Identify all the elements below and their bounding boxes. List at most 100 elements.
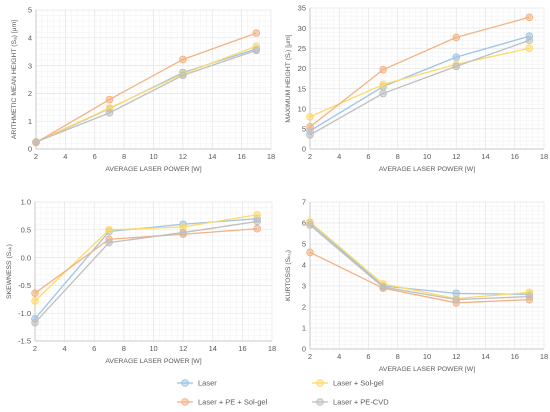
x-tick-label: 18 (267, 152, 275, 161)
y-tick-label: 20 (298, 64, 306, 73)
y-axis-title: SKEWNESS (Sₛₖ) (6, 244, 13, 299)
x-tick-label: 16 (511, 352, 519, 361)
data-point-ring (527, 46, 532, 51)
data-point (452, 62, 461, 71)
legend-label: Laser + PE-CVD (333, 398, 389, 407)
data-point-ring (33, 299, 37, 303)
data-point-ring (107, 240, 111, 245)
data-point-ring (454, 297, 459, 302)
y-tick-label: 5 (302, 240, 306, 249)
data-point-ring (308, 124, 312, 129)
x-tick-label: 14 (208, 152, 216, 161)
series-line (35, 49, 257, 143)
data-point (452, 33, 461, 42)
x-tick-label: 2 (33, 344, 37, 353)
x-tick-label: 2 (308, 352, 312, 361)
legend-label: Laser + PE + Sol-gel (198, 398, 268, 407)
x-tick-label: 10 (149, 344, 157, 353)
data-point-ring (181, 230, 185, 235)
x-tick-label: 14 (481, 152, 489, 161)
data-point (525, 292, 534, 301)
data-point-ring (33, 291, 37, 296)
series-line (309, 35, 530, 132)
y-tick-label: 0 (302, 345, 306, 354)
gridlines (34, 201, 273, 342)
y-tick-label: 0 (28, 145, 32, 154)
series-line (34, 220, 258, 324)
legend-item-laser-pe-cvd: Laser + PE-CVD (312, 398, 389, 407)
data-point-ring (107, 97, 112, 102)
data-point-ring (527, 38, 532, 43)
series-laser-pe-cvd (31, 217, 261, 327)
data-point-ring (381, 91, 385, 96)
legend-item-laser: Laser (177, 379, 217, 388)
series-line (35, 32, 257, 144)
y-tick-label: 35 (298, 4, 306, 13)
y-axis-title: MAXIMUM HEIGHT (Sᵣ) [μm] (285, 34, 292, 122)
data-point-ring (381, 285, 385, 289)
data-point-ring (308, 250, 312, 255)
data-point (253, 224, 261, 233)
x-tick-label: 16 (238, 344, 246, 353)
y-tick-label: 0 (302, 145, 306, 154)
data-point (306, 112, 314, 121)
x-tick-label: 6 (366, 152, 370, 161)
data-point-ring (308, 129, 312, 133)
x-tick-label: 4 (337, 152, 341, 161)
data-point (179, 55, 187, 64)
data-point-ring (34, 140, 38, 144)
series-laser-pe-sol-gel (32, 29, 261, 147)
x-tick-label: 10 (423, 352, 431, 361)
x-tick-label: 12 (452, 352, 460, 361)
data-point (31, 318, 39, 327)
y-tick-label: 1.0 (21, 198, 31, 207)
data-point (105, 95, 114, 104)
y-axis-title: KURTOSIS (Sₖᵤ) (285, 250, 292, 301)
data-point (306, 221, 314, 229)
chart-skewness: 2 4 6 8 10 12 14 16 18 -1.5 -1.0 -0.5 0.0 0.5 1.0 AVERA… (6, 198, 276, 365)
x-tick-label: 18 (268, 344, 276, 353)
data-point (179, 223, 187, 231)
data-point (253, 210, 261, 219)
legend: Laser Laser + Sol-gel Laser + PE + Sol-gel… (177, 379, 389, 407)
data-point (179, 71, 187, 80)
x-tick-label: 8 (396, 352, 400, 361)
x-tick-label: 18 (540, 152, 548, 161)
gridlines (309, 201, 545, 350)
x-tick-label: 6 (366, 352, 370, 361)
x-tick-label: 12 (452, 152, 460, 161)
series-laser-sol-gel (31, 210, 261, 305)
y-tick-label: 4 (302, 261, 306, 270)
y-tick-label: 0.0 (21, 253, 31, 262)
series-line (309, 251, 530, 304)
y-tick-label: -0.5 (18, 281, 31, 290)
y-tick-label: 3 (28, 61, 32, 70)
x-axis-title: AVERAGE LASER POWER [W] (379, 166, 475, 173)
data-point (379, 283, 387, 291)
data-point-ring (107, 111, 112, 115)
data-point-ring (255, 212, 260, 217)
y-tick-label: 4 (28, 34, 32, 43)
data-point (306, 248, 314, 257)
x-tick-label: 16 (237, 152, 245, 161)
series-laser-pe-cvd (32, 46, 261, 146)
legend-item-laser-sol-gel: Laser + Sol-gel (312, 379, 384, 388)
series-laser-pe-cvd (306, 36, 534, 139)
y-tick-label: 2 (302, 303, 306, 312)
x-axis-title: AVERAGE LASER POWER [W] (379, 366, 475, 373)
gridlines (35, 9, 272, 150)
series-laser-pe-cvd (306, 221, 534, 304)
data-point-ring (255, 219, 260, 224)
series-line (309, 221, 530, 300)
data-point (379, 80, 387, 89)
x-tick-label: 16 (511, 152, 519, 161)
data-point (379, 89, 387, 98)
x-tick-label: 4 (63, 152, 67, 161)
y-tick-label: -1.0 (18, 309, 31, 318)
data-point (32, 138, 40, 146)
x-tick-label: 8 (122, 344, 126, 353)
x-tick-label: 14 (209, 344, 217, 353)
data-point-ring (454, 35, 459, 40)
data-point (379, 65, 387, 74)
data-point (452, 295, 461, 304)
